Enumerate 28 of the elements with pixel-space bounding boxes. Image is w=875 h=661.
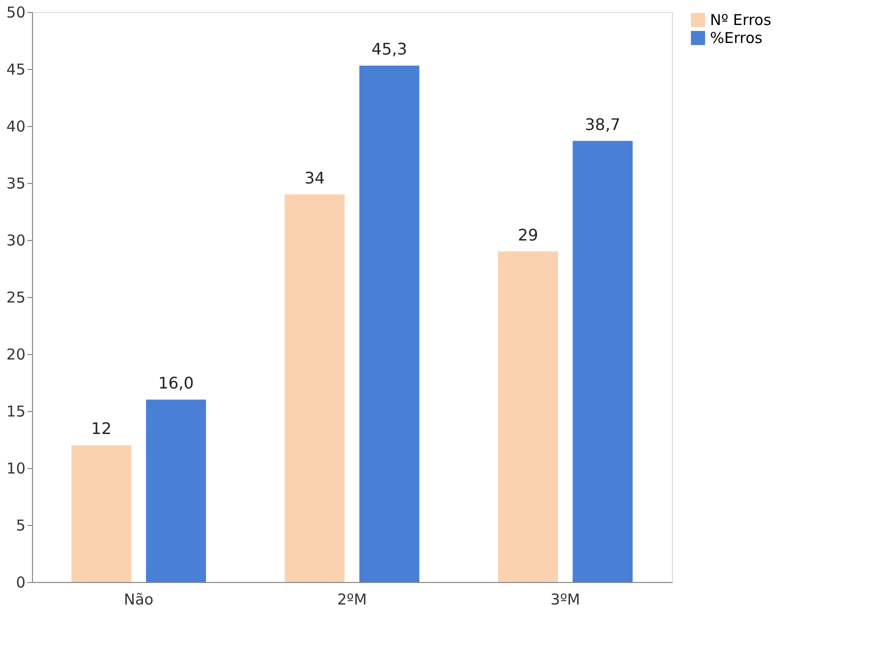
bar	[71, 445, 132, 582]
bar	[284, 194, 345, 582]
bar	[359, 66, 420, 582]
y-tick-label: 10	[6, 460, 26, 478]
data-label: 38,7	[584, 114, 620, 134]
y-tick-label: 5	[16, 516, 26, 534]
y-tick-label: 0	[16, 574, 26, 592]
y-tick-label: 35	[6, 174, 26, 192]
x-tick-label: 2ºM	[337, 590, 367, 608]
y-tick-label: 15	[6, 402, 26, 420]
y-tick-label: 30	[6, 232, 26, 250]
x-tick-label: 3ºM	[550, 590, 580, 608]
data-label: 16,0	[158, 374, 194, 393]
legend-label: %Erros	[710, 29, 763, 47]
data-label: 45,3	[372, 40, 408, 59]
y-tick-label: 25	[6, 288, 26, 306]
y-tick-label: 40	[6, 118, 26, 136]
y-tick-label: 45	[6, 60, 26, 78]
bar	[146, 400, 206, 582]
y-tick-label: 50	[6, 4, 26, 22]
data-label: 29	[518, 225, 538, 244]
y-tick-label: 20	[6, 346, 26, 364]
x-tick-label: Não	[124, 590, 154, 608]
legend-label: Nº Erros	[710, 11, 772, 29]
data-label: 34	[304, 168, 325, 188]
data-label: 12	[91, 419, 112, 438]
bar	[572, 140, 633, 582]
bar	[498, 251, 558, 582]
